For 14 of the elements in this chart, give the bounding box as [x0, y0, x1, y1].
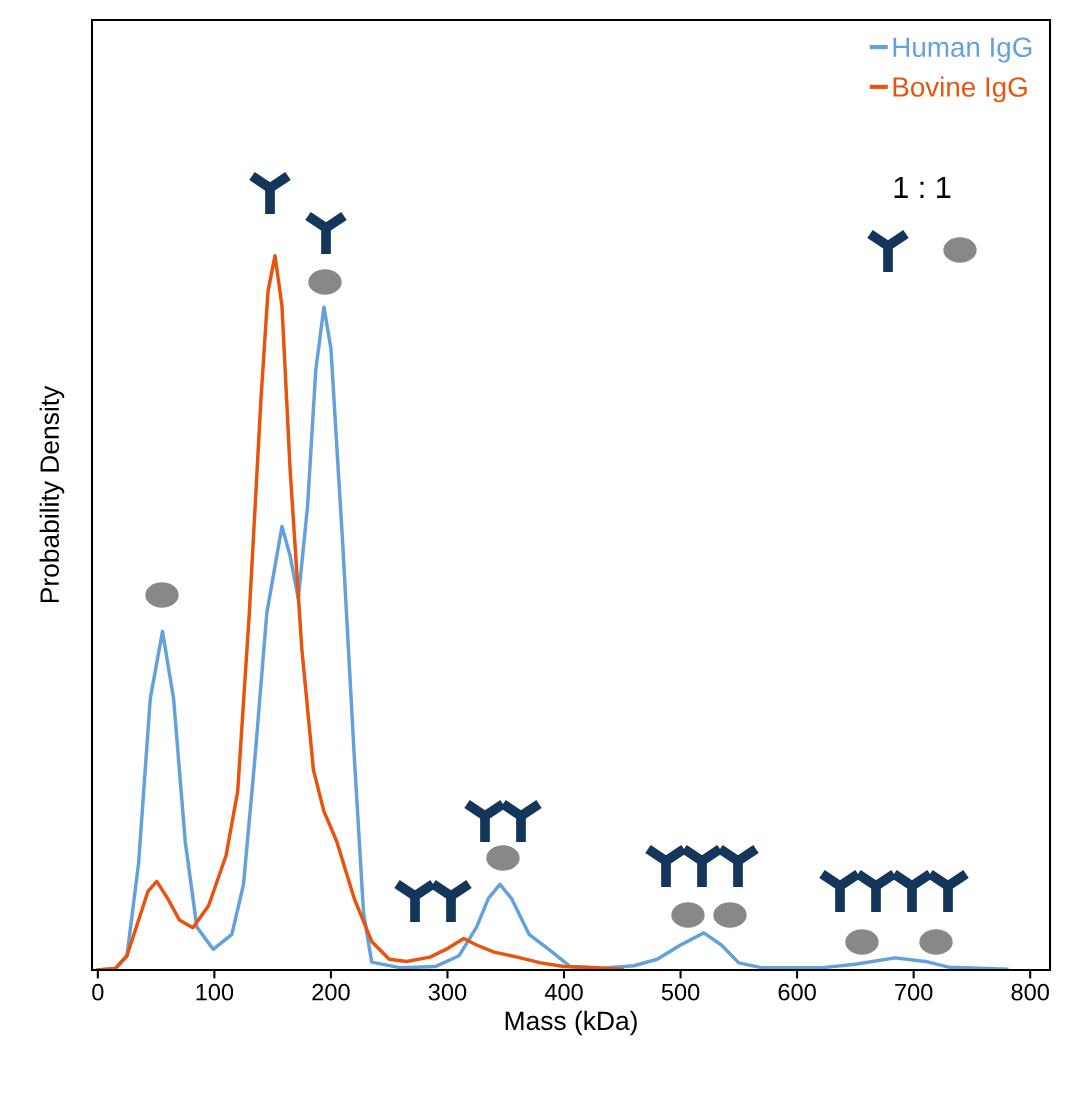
x-tick-label: 800	[1011, 983, 1049, 1001]
legend-label: Bovine IgG	[893, 76, 1027, 103]
x-tick-label: 300	[428, 983, 467, 1001]
x-tick-label: 400	[544, 983, 583, 1001]
x-tick-label: 700	[895, 983, 933, 1001]
x-tick-label: 600	[778, 983, 816, 1001]
x-tick-label: 200	[312, 983, 350, 1001]
x-tick-label: 500	[661, 983, 700, 1001]
x-tick-label: 100	[196, 983, 234, 1001]
y-axis-title: Probability Density	[39, 385, 65, 603]
x-tick-label: 0	[92, 983, 104, 1001]
text: 1 : 1	[894, 176, 951, 198]
legend-label: Human IgG	[893, 37, 1032, 63]
x-axis-title: Mass (kDa)	[505, 1010, 637, 1036]
